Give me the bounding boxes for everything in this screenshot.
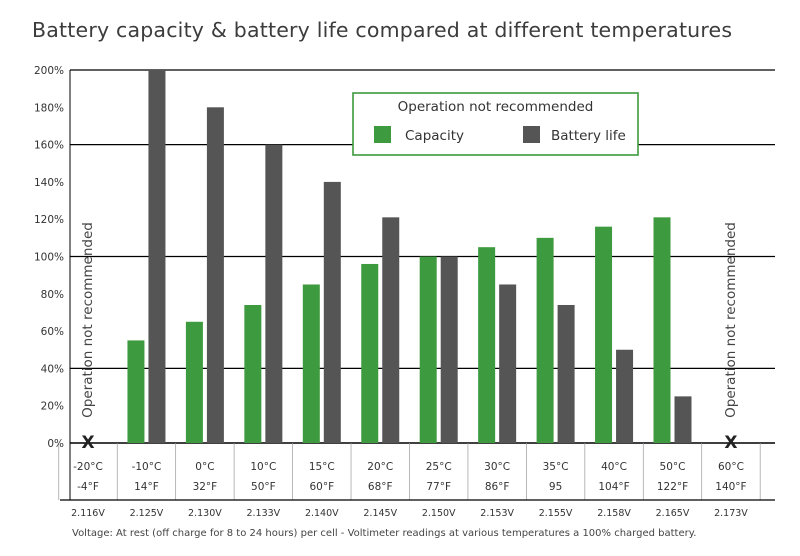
y-tick-label: 40% <box>41 363 64 375</box>
legend-box <box>352 92 639 156</box>
x-tick-label-fahrenheit: 14°F <box>134 481 159 493</box>
x-tick-label-voltage: 2.150V <box>422 508 456 519</box>
footnote: Voltage: At rest (off charge for 8 to 24… <box>72 528 697 539</box>
x-tick-label-voltage: 2.130V <box>188 508 222 519</box>
bar-capacity <box>536 237 554 443</box>
side-note-right: Operation not recommended <box>723 222 739 418</box>
x-tick-label-celsius: 0°C <box>195 461 214 473</box>
bar-battery-life <box>323 181 341 443</box>
y-tick-label: 80% <box>41 289 64 301</box>
legend-title: Operation not recommended <box>398 99 594 115</box>
bar-battery-life <box>206 107 224 444</box>
x-tick-label-fahrenheit: 50°F <box>251 481 276 493</box>
x-tick-label-voltage: 2.153V <box>480 508 514 519</box>
x-tick-label-fahrenheit: 122°F <box>657 481 688 493</box>
x-tick-label-fahrenheit: 104°F <box>598 481 629 493</box>
x-tick-label-celsius: 20°C <box>367 461 393 473</box>
x-tick-label-voltage: 2.165V <box>656 508 690 519</box>
y-tick-label: 120% <box>34 214 64 226</box>
x-tick-label-fahrenheit: 86°F <box>485 481 510 493</box>
x-tick-label-fahrenheit: 140°F <box>715 481 746 493</box>
x-tick-label-celsius: 25°C <box>426 461 452 473</box>
bar-battery-life <box>616 349 634 443</box>
bar-capacity <box>244 304 262 443</box>
x-tick-label-fahrenheit: 60°F <box>309 481 334 493</box>
y-tick-labels: 0% 20% 40% 60% 80% 100% 120% 140% 160% 180% 200% <box>34 65 64 450</box>
x-tick-label-voltage: 2.125V <box>130 508 164 519</box>
bar-capacity <box>302 284 320 443</box>
x-tick-label-celsius: 30°C <box>484 461 510 473</box>
bar-battery-life <box>148 70 166 443</box>
x-tick-label-fahrenheit: 32°F <box>193 481 218 493</box>
bar-battery-life <box>265 144 283 443</box>
y-tick-label: 200% <box>34 65 64 77</box>
x-tick-label-voltage: 2.145V <box>363 508 397 519</box>
y-tick-label: 140% <box>34 177 64 189</box>
x-tick-label-celsius: 10°C <box>250 461 276 473</box>
y-tick-label: 180% <box>34 102 64 114</box>
x-tick-label-voltage: 2.155V <box>539 508 573 519</box>
x-tick-label-fahrenheit: -4°F <box>77 481 99 493</box>
x-tick-label-voltage: 2.140V <box>305 508 339 519</box>
y-tick-label: 100% <box>34 252 64 264</box>
legend: Operation not recommended Capacity Battery… <box>352 92 639 156</box>
x-tick-label-celsius: 50°C <box>660 461 686 473</box>
y-tick-label: 160% <box>34 140 64 152</box>
legend-swatch-capacity <box>374 126 391 143</box>
bar-battery-life <box>382 217 400 443</box>
bars <box>127 70 692 444</box>
bar-capacity <box>127 340 145 443</box>
y-tick-label: 60% <box>41 326 64 338</box>
bar-battery-life <box>674 396 692 443</box>
legend-label-battery-life: Battery life <box>551 128 626 144</box>
side-notes: Operation not recommended X Operation not … <box>80 222 739 453</box>
x-tick-label-celsius: 60°C <box>718 461 744 473</box>
y-tick-label: 20% <box>41 401 64 413</box>
bar-capacity <box>185 321 203 443</box>
bar-capacity <box>361 263 379 443</box>
legend-swatch-battery-life <box>523 126 540 143</box>
x-tick-label-celsius: -20°C <box>73 461 103 473</box>
x-marker: X <box>724 433 737 453</box>
bar-capacity <box>478 247 496 443</box>
x-tick-label-celsius: 15°C <box>309 461 335 473</box>
y-tick-label: 0% <box>47 438 64 450</box>
x-tick-label-voltage: 2.173V <box>714 508 748 519</box>
x-tick-label-fahrenheit: 68°F <box>368 481 393 493</box>
bar-capacity <box>595 226 613 443</box>
x-tick-label-celsius: 35°C <box>543 461 569 473</box>
x-tick-label-fahrenheit: 77°F <box>426 481 451 493</box>
bar-capacity <box>653 217 671 443</box>
bar-capacity <box>419 256 437 443</box>
side-note-left: Operation not recommended <box>80 222 96 418</box>
x-tick-label-fahrenheit: 95 <box>549 481 562 493</box>
x-tick-label-voltage: 2.116V <box>71 508 105 519</box>
x-tick-label-celsius: -10°C <box>132 461 162 473</box>
x-tick-labels: -20°C -4°F 2.116V -10°C 14°F 2.125V 0°C 32°F 2.1… <box>71 461 748 519</box>
x-marker: X <box>81 433 94 453</box>
x-tick-label-voltage: 2.158V <box>597 508 631 519</box>
bar-battery-life <box>557 304 575 443</box>
chart-title: Battery capacity & battery life compared… <box>32 18 733 42</box>
bar-battery-life <box>499 284 517 443</box>
legend-label-capacity: Capacity <box>405 128 464 144</box>
x-tick-label-celsius: 40°C <box>601 461 627 473</box>
x-tick-label-voltage: 2.133V <box>246 508 280 519</box>
bar-battery-life <box>440 256 458 443</box>
